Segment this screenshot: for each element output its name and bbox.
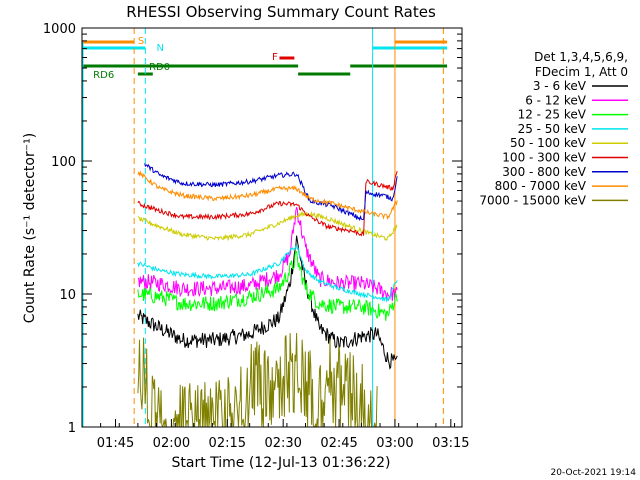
y-axis: 1 10 100 1000 xyxy=(43,22,462,436)
series-line-50-100-kev xyxy=(137,210,398,242)
legend-label-6: 300 - 800 keV xyxy=(502,165,586,179)
series-line-25-50-kev xyxy=(137,244,398,303)
y-tick-label-1: 10 xyxy=(59,288,76,303)
annotation-rd6: RD6 xyxy=(93,70,114,81)
series-line-3-6-kev xyxy=(137,235,398,370)
x-tick-label-0: 01:45 xyxy=(97,436,134,451)
series-line-7000-15000-kev xyxy=(137,332,378,427)
plot-content xyxy=(82,28,448,427)
x-tick-label-6: 03:15 xyxy=(432,436,469,451)
legend-label-5: 100 - 300 keV xyxy=(502,151,586,165)
legend-label-0: 3 - 6 keV xyxy=(533,79,587,93)
x-axis: 01:45 02:00 02:15 02:30 02:45 03:00 03:15 xyxy=(81,419,470,451)
chart-title: RHESSI Observing Summary Count Rates xyxy=(126,3,436,21)
plot-frame xyxy=(81,27,463,428)
legend-label-7: 800 - 7000 keV xyxy=(495,179,587,193)
annotation-rd0: RD0 xyxy=(149,62,170,73)
legend-label-4: 50 - 100 keV xyxy=(510,136,587,150)
legend-header-line-1: Det 1,3,4,5,6,9, xyxy=(534,50,628,64)
x-tick-label-3: 02:30 xyxy=(264,436,301,451)
y-tick-label-3: 1000 xyxy=(43,22,76,37)
x-tick-label-5: 03:00 xyxy=(376,436,413,451)
y-tick-label-2: 100 xyxy=(51,155,76,170)
annotation-s: S xyxy=(138,36,144,47)
annotation-f: F xyxy=(272,52,278,63)
legend-label-8: 7000 - 15000 keV xyxy=(479,193,586,207)
x-tick-label-2: 02:15 xyxy=(209,436,246,451)
series-line-100-300-kev xyxy=(137,171,398,237)
legend-label-3: 25 - 50 keV xyxy=(518,122,587,136)
y-axis-label: Count Rate (s⁻¹ detector⁻¹) xyxy=(22,133,38,323)
footer-date: 20-Oct-2021 19:14 xyxy=(551,468,637,478)
legend-header-line-2: FDecim 1, Att 0 xyxy=(535,65,628,79)
annotation-n: N xyxy=(157,43,164,54)
legend-label-2: 12 - 25 keV xyxy=(518,108,587,122)
series-line-6-12-kev xyxy=(137,207,398,302)
y-tick-label-0: 1 xyxy=(68,421,76,436)
legend-label-1: 6 - 12 keV xyxy=(525,93,587,107)
x-tick-label-4: 02:45 xyxy=(320,436,357,451)
x-tick-label-1: 02:00 xyxy=(153,436,190,451)
series-line-300-800-kev xyxy=(144,163,398,222)
x-axis-label: Start Time (12-Jul-13 01:36:22) xyxy=(171,455,390,471)
series-line-800-7000-kev xyxy=(137,170,398,221)
series-line-12-25-kev xyxy=(137,250,398,321)
legend: Det 1,3,4,5,6,9, FDecim 1, Att 0 3 - 6 k… xyxy=(479,50,628,207)
